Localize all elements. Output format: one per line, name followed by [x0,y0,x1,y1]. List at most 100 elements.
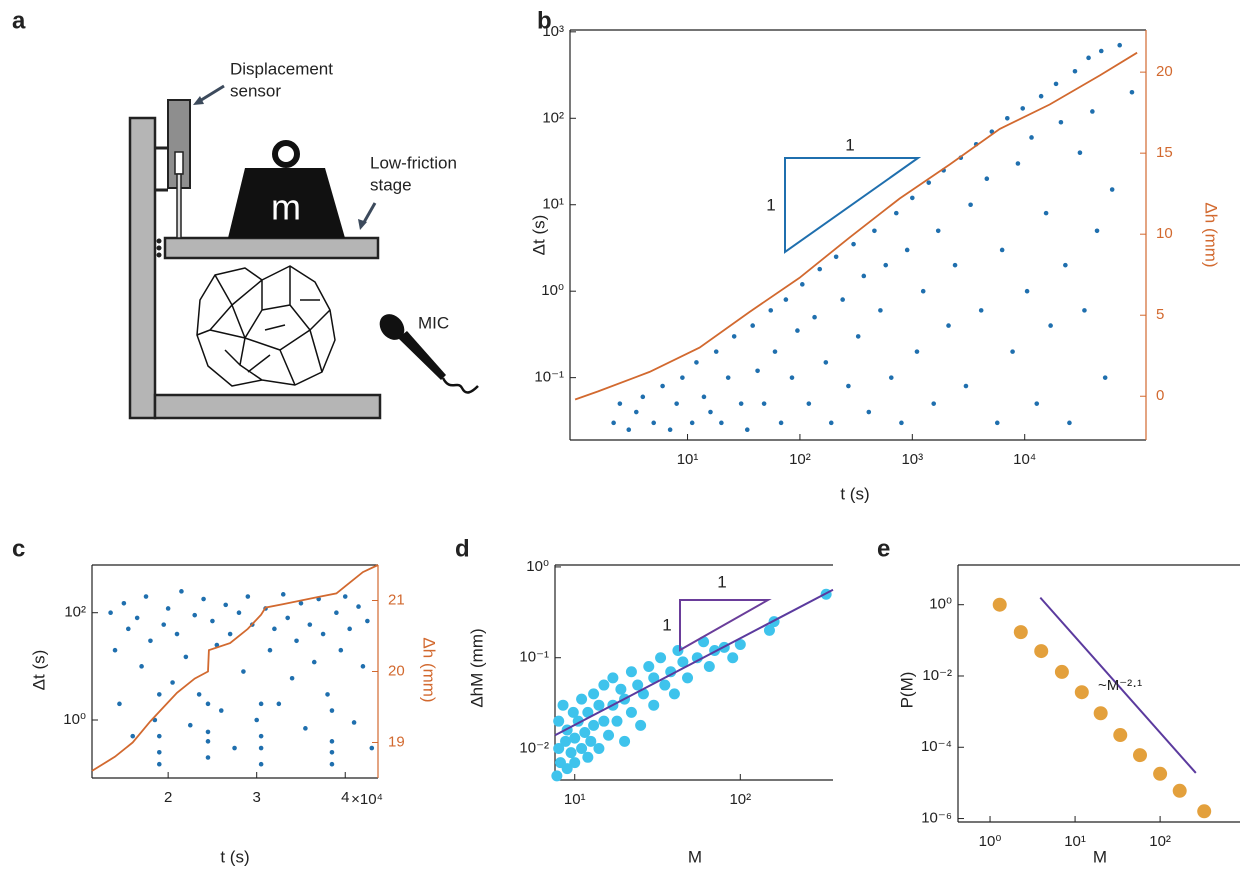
data-point [719,420,724,426]
data-point [1086,55,1091,61]
x-tick-label: 10¹ [677,451,699,468]
x-tick-label: 10² [729,791,751,808]
data-point [667,427,673,432]
data-point [910,195,915,201]
data-point [713,349,719,354]
mic-head [379,314,405,340]
data-point [603,729,615,741]
data-point [952,262,958,268]
y2-tick-label: 20 [388,662,405,679]
arrow [197,84,225,104]
x-axis-title: t (s) [220,847,249,866]
stage-label: Low-friction [370,153,457,172]
data-point [744,427,750,432]
data-point [218,708,224,713]
y-tick-label: 10⁻⁶ [921,810,952,827]
data-point [761,401,767,406]
data-point [557,699,569,711]
data-point [569,757,581,769]
data-point [280,592,286,597]
data-point [258,745,264,751]
data-point [935,228,941,234]
data-point [117,701,122,707]
data-point [582,751,594,763]
data-point [267,647,273,653]
data-point [1153,766,1168,781]
data-point [899,420,904,426]
data-point [576,693,588,705]
data-point [872,228,877,234]
data-point [625,666,637,678]
data-point [1015,161,1021,166]
data-point [851,241,856,247]
data-point [763,624,775,636]
data-point [1038,93,1044,99]
data-point [806,401,812,406]
data-point [1013,625,1028,640]
data-point [607,672,619,684]
data-point [738,401,744,406]
data-point [1048,323,1053,328]
data-point [783,297,789,302]
data-point [931,401,937,406]
data-point [1117,42,1122,48]
data-point [156,761,162,767]
data-point [369,745,375,751]
data-point [768,308,774,313]
x-tick-label: 10² [789,451,811,468]
data-point [1102,375,1108,380]
slope-label: 1 [845,135,854,154]
data-point [1024,288,1030,294]
slope-label: 1 [717,572,726,591]
data-point [1058,119,1064,125]
data-point [329,750,335,755]
data-point [289,675,295,681]
data-point [201,596,206,602]
data-point [347,626,352,632]
sensor-rod [176,173,182,239]
panel-label: c [12,535,25,562]
x-tick-label: 10⁴ [1013,451,1036,468]
data-point [569,732,581,744]
data-point [926,180,932,185]
fit-label: ~M⁻²·¹ [1098,677,1142,694]
data-point [1132,748,1147,763]
data-point [143,594,149,599]
data-point [635,719,647,731]
data-point [576,743,588,755]
slope-label: 1 [662,615,671,634]
x-offset-label: ×10⁴ [351,791,383,808]
data-point [920,288,926,294]
data-point [298,600,304,606]
arrow-head [193,96,204,105]
x-tick-label: 3 [253,789,261,806]
slope-label: 1 [766,195,775,214]
x-axis-title: M [688,847,702,866]
data-point [725,375,731,380]
x-tick-label: 4 [341,789,349,806]
data-point [1004,115,1010,121]
data-point [828,420,834,426]
data-point [789,375,795,380]
data-point [351,720,357,725]
data-point [1109,187,1115,192]
fit-line [554,588,834,737]
data-point [196,692,202,697]
data-point [276,701,282,707]
data-point [633,409,639,415]
data-point [888,375,894,380]
data-point [187,722,193,728]
data-point [126,626,131,632]
y2-axis-title: Δh (mm) [1202,202,1221,267]
data-point [992,597,1007,612]
data-point [565,747,577,759]
x-tick-label: 10² [1149,833,1171,850]
data-point [148,638,153,644]
data-point [205,729,211,735]
data-point [307,622,313,627]
data-point [258,733,264,739]
data-point [1077,150,1083,155]
data-point [214,642,220,648]
data-point [963,383,969,389]
data-point [553,743,565,755]
